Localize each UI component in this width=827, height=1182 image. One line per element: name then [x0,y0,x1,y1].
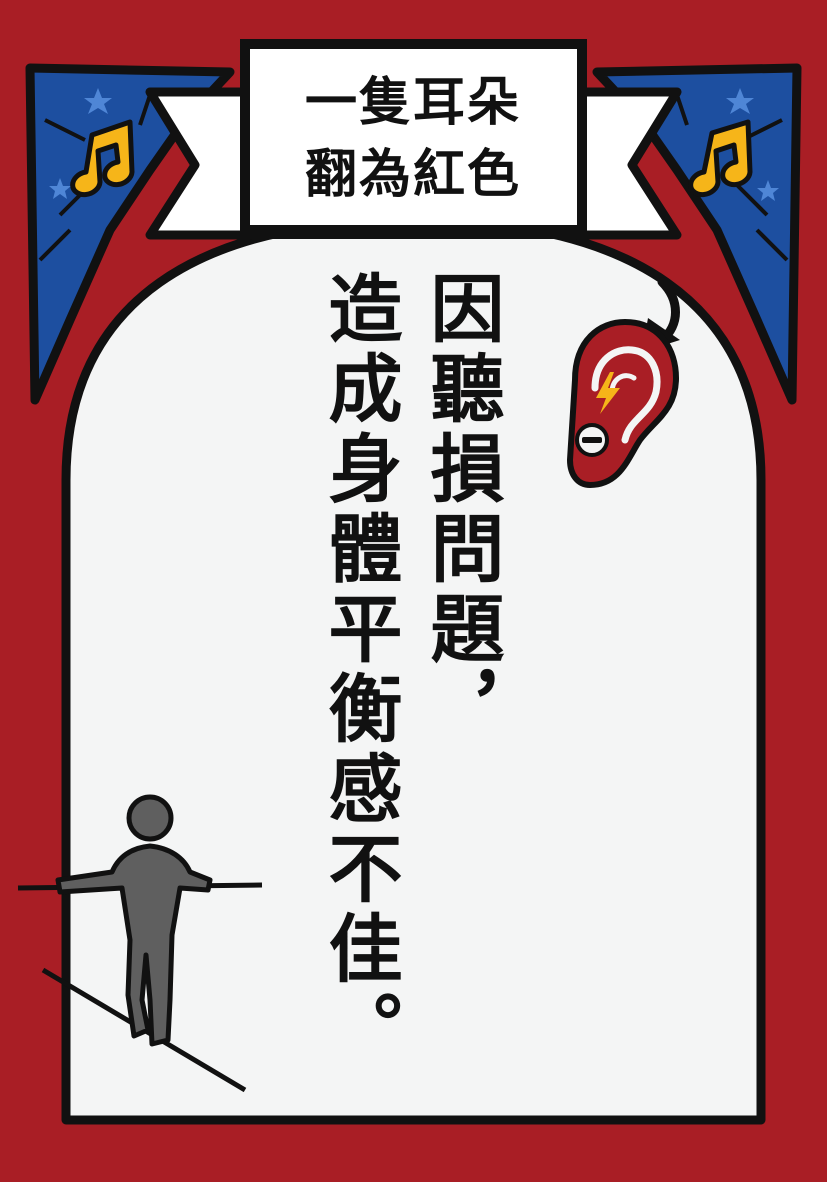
main-text-column-1: 因聽損問題， [418,270,504,750]
title-line-2: 翻為紅色 [305,145,521,205]
tightrope-walker-icon [17,794,263,1093]
ear-icon [566,318,680,489]
music-note-icon [70,119,135,198]
sparkle-icon [49,178,71,199]
left-corner-decoration [25,63,235,405]
sparkle-icon [757,180,779,201]
music-note-icon [688,119,753,198]
ribbon-tails [145,87,682,240]
sparkle-icon [84,88,112,114]
sparkle-icon [726,88,754,114]
title-banner: 一隻耳朵 翻為紅色 [240,39,587,235]
main-text-column-2: 造成身體平衡感不佳。 [316,270,402,1070]
title-line-1: 一隻耳朵 [305,73,521,133]
right-corner-decoration [592,63,802,405]
minus-icon [575,423,609,457]
lightning-icon [596,372,620,414]
